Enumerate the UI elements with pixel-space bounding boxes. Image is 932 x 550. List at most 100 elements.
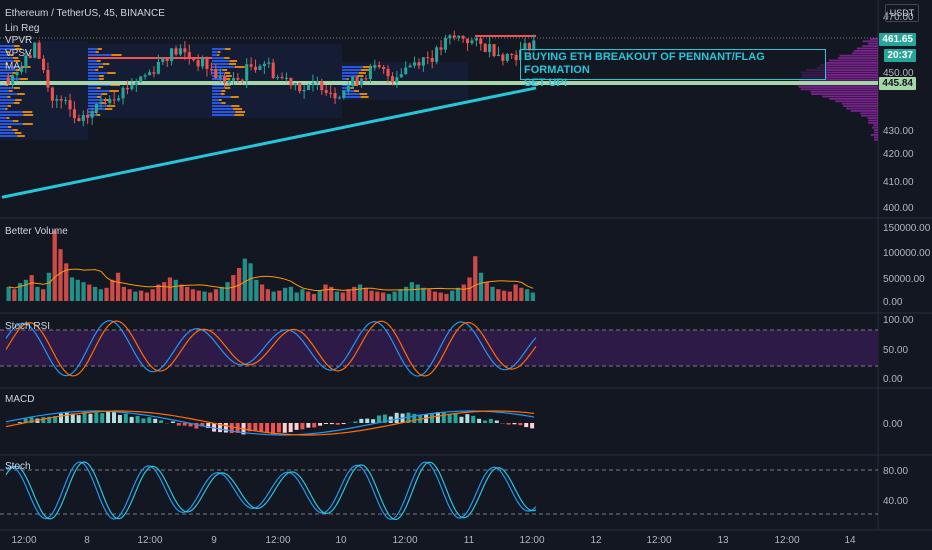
candle-body (501, 54, 505, 61)
candle-body (289, 77, 293, 86)
volume-profile-bar (96, 114, 101, 116)
candle-body (156, 62, 160, 74)
volume-profile-bar (14, 60, 21, 62)
volume-profile-bar (88, 60, 97, 62)
volume-profile-bar (6, 117, 10, 119)
candle-body (377, 65, 381, 68)
candle-body (6, 77, 10, 85)
volume-bar (12, 289, 17, 301)
volume-bar (75, 279, 80, 301)
candle-body (143, 75, 147, 77)
volume-profile-bar (212, 102, 222, 104)
indicator-ma-label[interactable]: MA (5, 61, 20, 72)
macd-histogram-bar (430, 413, 434, 423)
candle-body (253, 66, 258, 70)
candle-body (373, 65, 377, 68)
candle-body (15, 71, 19, 76)
volume-profile-bar (212, 78, 225, 80)
volume-bar (300, 289, 305, 301)
volume-profile-bar (6, 51, 10, 53)
time-tick-label: 12:00 (11, 535, 36, 546)
candle-body (50, 87, 54, 101)
volume-profile-bar (220, 93, 225, 95)
volume-profile-bar (104, 99, 111, 101)
macd-histogram-bar (288, 423, 293, 433)
candle-body (284, 77, 289, 79)
volume-profile-bar (234, 114, 244, 116)
indicator-vpsv-label[interactable]: VPSV (5, 48, 32, 59)
candle-body (492, 44, 496, 56)
vpvr-histogram-bar (868, 119, 878, 122)
volume-profile-bar (0, 93, 18, 95)
trade-annotation[interactable]: BUYING ETH BREAKOUT OF PENNANT/FLAG FORM… (520, 49, 826, 89)
candle-body (46, 69, 50, 88)
volume-bar (167, 277, 173, 301)
vpvr-histogram-bar (874, 138, 878, 141)
macd-histogram-bar (300, 423, 305, 430)
volume-bar (392, 291, 397, 301)
volume-profile-bar (221, 102, 226, 104)
vpvr-histogram-bar (843, 105, 878, 107)
chart-title: Ethereum / TetherUS, 45, BINANCE (5, 8, 165, 19)
volume-bar (29, 275, 34, 301)
volume-profile-bar (224, 78, 231, 80)
volume-profile-bar (7, 96, 11, 98)
volume-profile-bar (88, 48, 98, 50)
volume-profile-bar (212, 60, 230, 62)
volume-profile-bar (96, 87, 101, 89)
volume-profile-bar (101, 93, 108, 95)
time-tick-label: 12:00 (646, 535, 671, 546)
volume-profile-bar (0, 45, 14, 47)
volume-bar (283, 287, 288, 301)
volume-bar (524, 289, 530, 301)
stoch-rsi-d-line (5, 320, 537, 377)
macd-histogram-bar (524, 423, 529, 428)
vpvr-histogram-bar (846, 107, 878, 110)
volume-profile-bar (212, 63, 229, 65)
stoch-tick-label: 40.00 (883, 496, 908, 507)
volume-profile-bar (360, 96, 369, 98)
candle-body (103, 103, 107, 105)
macd-histogram-bar (170, 421, 175, 423)
candle-body (236, 78, 240, 80)
currency-selector[interactable]: USDT (885, 4, 919, 22)
volume-profile-bar (13, 45, 20, 47)
candle-body (28, 55, 32, 58)
macd-histogram-bar (141, 418, 146, 423)
candle-body (452, 35, 456, 38)
indicator-linreg-label[interactable]: Lin Reg (5, 23, 40, 34)
macd-histogram-bar (229, 423, 234, 434)
candle-body (108, 99, 112, 104)
volume-bar (92, 286, 98, 301)
volume-bar (450, 290, 455, 301)
candle-body (165, 58, 169, 62)
volume-profile-bar (0, 78, 20, 80)
time-tick-label: 12:00 (265, 535, 290, 546)
candle-body (417, 62, 421, 66)
volume-profile-bar (221, 90, 226, 92)
stoch-rsi-pane-title: Stoch RSI (5, 321, 51, 332)
volume-bar (104, 287, 109, 301)
vpvr-histogram-bar (862, 40, 878, 43)
volume-bar (311, 293, 317, 301)
macd-histogram-bar (294, 423, 299, 430)
volume-bar (64, 263, 69, 301)
time-tick-label: 12:00 (392, 535, 417, 546)
volume-profile-bar (0, 48, 16, 50)
volume-bar (444, 293, 449, 301)
volume-bar (432, 291, 438, 301)
macd-line (5, 410, 535, 436)
volume-bar (87, 284, 92, 301)
time-tick-label: 12:00 (137, 535, 162, 546)
time-tick-label: 12:00 (519, 535, 544, 546)
macd-histogram-bar (153, 418, 158, 423)
candle-body (465, 38, 470, 44)
indicator-vpvr-label[interactable]: VPVR (5, 35, 33, 46)
candle-body (218, 76, 222, 78)
volume-profile-bar (222, 69, 228, 71)
volume-bar (352, 286, 357, 301)
candle-body (382, 67, 386, 69)
candle-body (293, 82, 297, 86)
annotation-line-1: BUYING ETH BREAKOUT OF PENNANT/FLAG FORM… (524, 51, 765, 76)
